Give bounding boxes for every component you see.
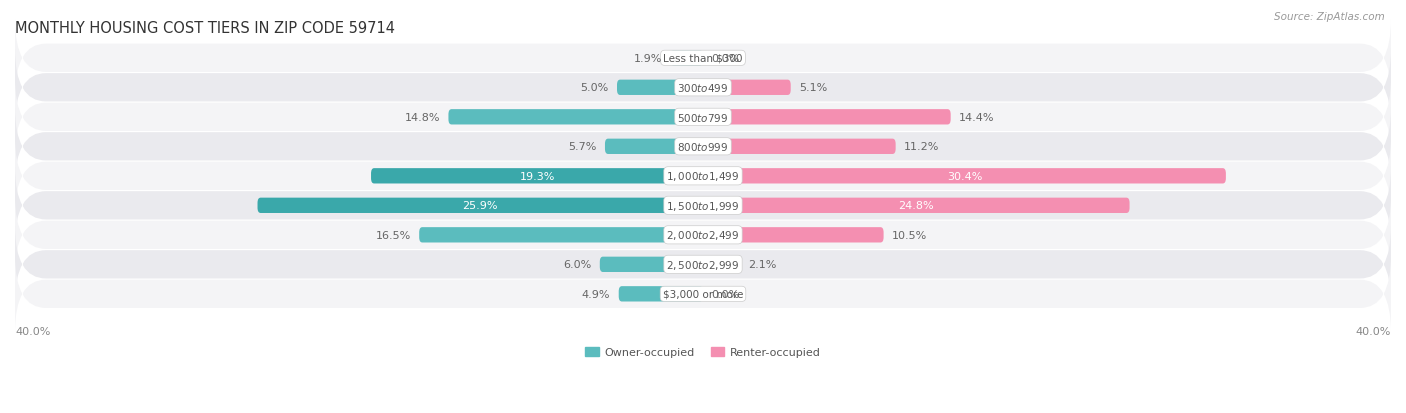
Text: 11.2%: 11.2% [904, 142, 939, 152]
FancyBboxPatch shape [15, 138, 1391, 215]
Text: 25.9%: 25.9% [463, 201, 498, 211]
Text: 30.4%: 30.4% [946, 171, 983, 181]
Text: $1,000 to $1,499: $1,000 to $1,499 [666, 170, 740, 183]
Text: Source: ZipAtlas.com: Source: ZipAtlas.com [1274, 12, 1385, 22]
Text: 5.7%: 5.7% [568, 142, 596, 152]
Text: 24.8%: 24.8% [898, 201, 934, 211]
FancyBboxPatch shape [15, 108, 1391, 186]
FancyBboxPatch shape [15, 255, 1391, 333]
Text: $300 to $499: $300 to $499 [678, 82, 728, 94]
FancyBboxPatch shape [15, 197, 1391, 274]
FancyBboxPatch shape [619, 287, 703, 302]
Text: $3,000 or more: $3,000 or more [662, 289, 744, 299]
Text: 1.9%: 1.9% [633, 54, 662, 64]
FancyBboxPatch shape [703, 110, 950, 125]
FancyBboxPatch shape [703, 139, 896, 154]
Text: 10.5%: 10.5% [893, 230, 928, 240]
Text: 19.3%: 19.3% [519, 171, 555, 181]
FancyBboxPatch shape [703, 169, 1226, 184]
Text: MONTHLY HOUSING COST TIERS IN ZIP CODE 59714: MONTHLY HOUSING COST TIERS IN ZIP CODE 5… [15, 21, 395, 36]
Text: 6.0%: 6.0% [562, 260, 591, 270]
Text: $500 to $799: $500 to $799 [678, 112, 728, 123]
FancyBboxPatch shape [257, 198, 703, 214]
FancyBboxPatch shape [15, 167, 1391, 244]
Text: $800 to $999: $800 to $999 [678, 141, 728, 153]
FancyBboxPatch shape [419, 228, 703, 243]
FancyBboxPatch shape [15, 49, 1391, 127]
Text: 0.0%: 0.0% [711, 289, 740, 299]
Text: $2,500 to $2,999: $2,500 to $2,999 [666, 258, 740, 271]
Text: 5.1%: 5.1% [800, 83, 828, 93]
FancyBboxPatch shape [703, 198, 1129, 214]
Text: $2,000 to $2,499: $2,000 to $2,499 [666, 229, 740, 242]
Text: 14.4%: 14.4% [959, 112, 995, 123]
FancyBboxPatch shape [617, 81, 703, 96]
FancyBboxPatch shape [671, 51, 703, 66]
FancyBboxPatch shape [15, 226, 1391, 304]
Legend: Owner-occupied, Renter-occupied: Owner-occupied, Renter-occupied [581, 342, 825, 361]
Text: 4.9%: 4.9% [582, 289, 610, 299]
Text: 16.5%: 16.5% [375, 230, 411, 240]
Text: 14.8%: 14.8% [405, 112, 440, 123]
Text: 40.0%: 40.0% [1355, 327, 1391, 337]
FancyBboxPatch shape [600, 257, 703, 272]
Text: Less than $300: Less than $300 [664, 54, 742, 64]
FancyBboxPatch shape [15, 20, 1391, 97]
FancyBboxPatch shape [449, 110, 703, 125]
Text: $1,500 to $1,999: $1,500 to $1,999 [666, 199, 740, 212]
Text: 2.1%: 2.1% [748, 260, 776, 270]
Text: 0.0%: 0.0% [711, 54, 740, 64]
Text: 5.0%: 5.0% [581, 83, 609, 93]
FancyBboxPatch shape [703, 81, 790, 96]
FancyBboxPatch shape [703, 257, 740, 272]
FancyBboxPatch shape [15, 78, 1391, 157]
FancyBboxPatch shape [371, 169, 703, 184]
FancyBboxPatch shape [703, 228, 883, 243]
Text: 40.0%: 40.0% [15, 327, 51, 337]
FancyBboxPatch shape [605, 139, 703, 154]
